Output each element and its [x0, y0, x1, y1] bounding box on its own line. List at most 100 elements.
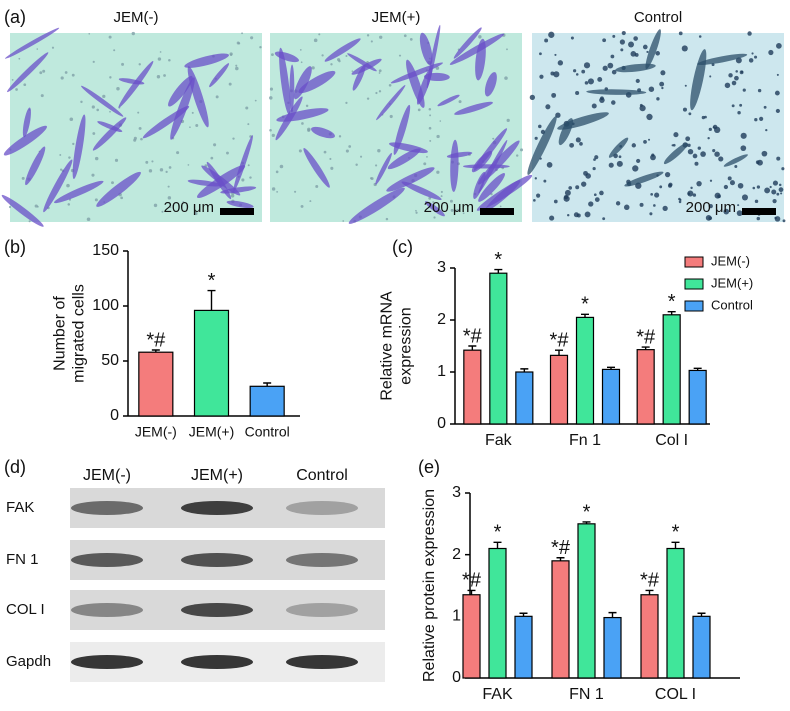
pore — [648, 86, 655, 92]
pore — [109, 76, 112, 79]
pore — [436, 170, 440, 174]
pore — [570, 36, 574, 40]
cell — [279, 47, 291, 115]
error-bar — [207, 289, 216, 311]
pore — [370, 40, 373, 43]
pore — [271, 133, 275, 138]
pore — [462, 212, 465, 215]
blot-band — [71, 655, 143, 669]
significance: *# — [636, 326, 656, 348]
pore — [269, 96, 273, 100]
pore — [187, 164, 190, 166]
scale-bar-label: 200 μm — [686, 199, 736, 216]
pore — [616, 160, 623, 167]
y-tick-label: 50 — [101, 352, 119, 369]
pore — [321, 54, 324, 57]
pore — [633, 36, 638, 41]
blot-band — [181, 655, 253, 669]
bar — [463, 349, 482, 425]
error-bar — [151, 349, 160, 353]
pore — [600, 96, 604, 101]
cell — [298, 70, 336, 94]
pore — [768, 49, 774, 56]
x-tick-label: Col I — [655, 432, 688, 449]
pore — [345, 54, 348, 57]
pore — [659, 185, 663, 189]
error-bar — [641, 346, 650, 350]
pore — [742, 88, 746, 92]
pore — [642, 44, 648, 50]
pore — [772, 180, 778, 186]
pore — [36, 48, 39, 50]
pore — [776, 73, 779, 76]
pore — [714, 192, 721, 199]
pore — [648, 138, 651, 141]
pore — [378, 90, 382, 93]
pore — [458, 100, 462, 104]
cell — [425, 201, 445, 217]
cell — [475, 38, 486, 81]
pore — [654, 192, 660, 198]
significance: * — [494, 249, 502, 271]
legend-label: JEM(+) — [711, 275, 753, 290]
pore — [423, 162, 427, 166]
pore — [581, 181, 587, 187]
pore — [549, 215, 555, 221]
pore — [153, 203, 158, 208]
pore — [754, 55, 758, 59]
pore — [159, 168, 164, 172]
blot-band — [286, 501, 358, 515]
pore — [378, 72, 381, 74]
pore — [254, 99, 257, 102]
cell — [303, 148, 330, 188]
significance: *# — [550, 329, 570, 351]
pore — [708, 216, 713, 221]
pore — [756, 216, 761, 221]
pore — [247, 123, 250, 126]
pore — [215, 95, 219, 99]
pore — [728, 73, 733, 78]
pore — [678, 200, 682, 204]
pore — [230, 194, 235, 198]
pore — [610, 54, 615, 59]
bar — [603, 616, 622, 679]
y-tick-label: 1 — [452, 608, 461, 625]
scale-bar — [220, 208, 254, 215]
pore — [433, 216, 436, 219]
pore — [88, 32, 91, 35]
pore — [478, 35, 482, 39]
cell — [187, 179, 222, 187]
pore — [235, 66, 239, 71]
pore — [379, 35, 383, 39]
x-tick-label: Fak — [485, 432, 513, 449]
pore — [435, 66, 440, 70]
pore — [781, 167, 785, 171]
cell — [387, 148, 421, 170]
pore — [247, 164, 250, 167]
y-tick-label: 0 — [452, 669, 461, 686]
pore — [133, 138, 137, 142]
pore — [338, 135, 342, 138]
pore — [156, 75, 161, 79]
pore — [723, 184, 729, 190]
bar — [515, 371, 534, 425]
pore — [40, 94, 44, 98]
pore — [585, 173, 591, 179]
pore — [779, 183, 782, 187]
cell — [393, 104, 411, 155]
bar — [636, 349, 655, 425]
pore — [388, 83, 392, 87]
pore — [748, 58, 754, 63]
error-bar — [582, 521, 591, 524]
x-tick-label: Control — [245, 424, 290, 440]
y-axis-label-line: Number of — [52, 296, 69, 371]
pore — [569, 142, 575, 148]
pore — [662, 205, 668, 212]
pore — [709, 179, 713, 182]
pore — [554, 53, 557, 56]
cell — [375, 152, 392, 185]
significance: * — [668, 291, 676, 313]
pore — [692, 193, 697, 197]
pore — [377, 149, 381, 153]
error-bar — [667, 310, 676, 315]
